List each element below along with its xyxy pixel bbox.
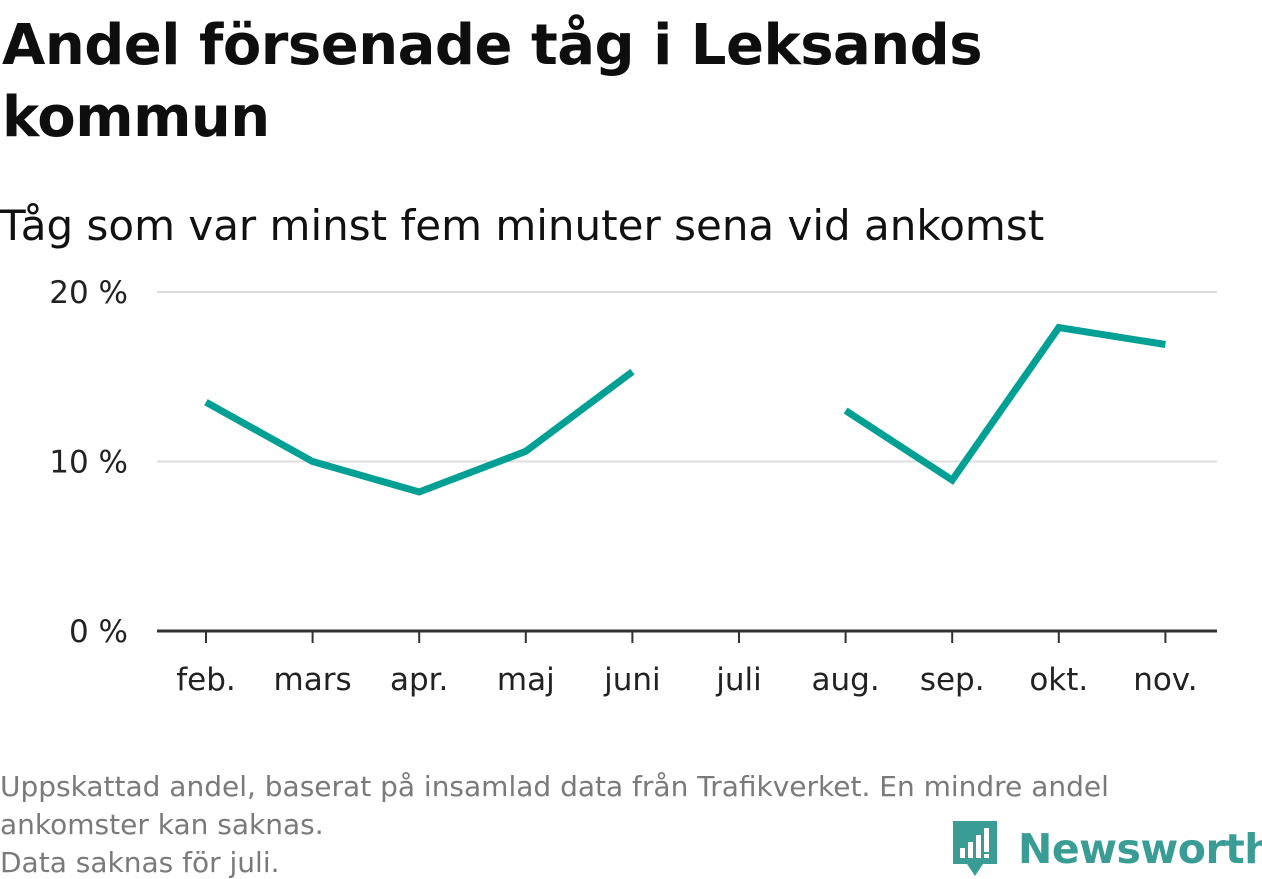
- x-tick-label: nov.: [1133, 662, 1197, 698]
- chart-title: Andel försenade tåg i Leksands kommun: [2, 13, 983, 150]
- x-tick-label: maj: [497, 662, 555, 698]
- brand-name: Newsworthy: [1018, 825, 1262, 873]
- x-tick-label: juli: [715, 662, 762, 698]
- x-tick-label: feb.: [176, 662, 236, 698]
- series-lines: [204, 323, 1166, 496]
- grid-lines: [157, 291, 1217, 463]
- y-axis-ticks: 0 % 10 % 20 %: [49, 275, 128, 650]
- x-tick-label: aug.: [812, 662, 880, 698]
- series-line: [843, 323, 1166, 485]
- brand-logo: Newsworthy: [950, 818, 1262, 879]
- footnote-line: ankomster kan saknas.: [0, 808, 324, 841]
- x-axis-ticks: feb. mars apr. maj juni juli aug. sep. okt. nov.: [176, 631, 1198, 698]
- x-tick-label: sep.: [920, 662, 985, 698]
- x-tick-label: juni: [603, 662, 661, 698]
- series-line: [204, 368, 635, 496]
- footnote-line: Data saknas för juli.: [0, 846, 280, 879]
- newsworthy-logo-icon: [953, 821, 997, 876]
- footnote: Uppskattad andel, baserat på insamlad da…: [0, 768, 1250, 879]
- y-tick-label: 10 %: [49, 445, 128, 481]
- y-tick-label: 20 %: [49, 275, 128, 311]
- y-tick-label: 0 %: [69, 614, 128, 650]
- footnote-line: Uppskattad andel, baserat på insamlad da…: [0, 770, 1109, 803]
- chart-subtitle: Tåg som var minst fem minuter sena vid a…: [0, 201, 1045, 250]
- x-tick-label: apr.: [390, 662, 448, 698]
- x-tick-label: mars: [274, 662, 352, 698]
- x-tick-label: okt.: [1029, 662, 1088, 698]
